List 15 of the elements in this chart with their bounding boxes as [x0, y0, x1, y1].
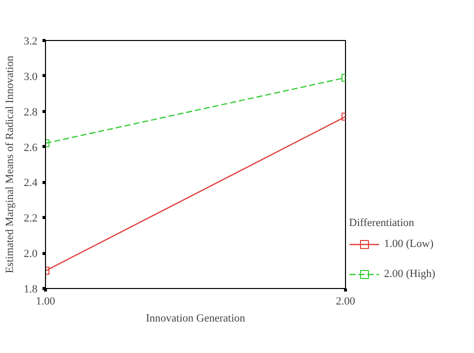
y-tick-label: 2.0 — [24, 248, 38, 260]
x-axis-title: Innovation Generation — [146, 312, 246, 324]
y-tick-label: 3.2 — [24, 36, 38, 48]
x-tick-label: 2.00 — [336, 296, 356, 308]
legend-label: 1.00 (Low) — [384, 238, 434, 250]
y-tick-label: 2.8 — [24, 106, 38, 118]
y-tick-label: 2.6 — [24, 142, 38, 154]
x-tick-label: 1.00 — [36, 296, 56, 308]
y-axis-title: Estimated Marginal Means of Radical Innovation — [4, 55, 16, 274]
legend-label: 2.00 (High) — [384, 268, 436, 280]
y-tick-label: 2.2 — [24, 212, 38, 225]
y-tick-label: 2.4 — [24, 177, 38, 190]
y-tick-label: 1.8 — [24, 284, 38, 296]
y-tick-label: 3.0 — [24, 70, 38, 83]
legend-title: Differentiation — [349, 217, 416, 229]
